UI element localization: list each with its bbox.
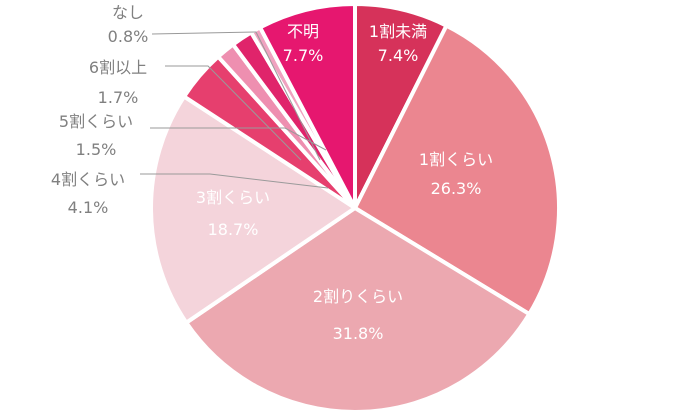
leader-line-8 <box>151 31 321 161</box>
pie-slice-2 <box>352 22 561 317</box>
slice-label-1: 1割未満 <box>369 22 427 41</box>
slice-label-7: 6割以上 <box>89 58 147 77</box>
slice-label-8: なし <box>112 3 144 22</box>
pie-slice-3 <box>183 205 533 414</box>
slice-label-9: 不明 <box>287 22 319 41</box>
leader-line-7 <box>165 65 302 161</box>
slice-label-2: 1割くらい <box>419 150 493 169</box>
leader-line-5 <box>140 173 329 189</box>
leader-line-6 <box>150 127 327 151</box>
slice-value-label-7: 1.7% <box>98 88 139 107</box>
slice-value-label-3: 31.8% <box>333 324 384 343</box>
slice-label-4: 3割くらい <box>196 188 270 207</box>
slice-value-label-9: 7.7% <box>283 46 324 65</box>
slice-value-label-1: 7.4% <box>378 46 419 65</box>
slice-value-label-8: 0.8% <box>108 27 149 46</box>
slice-value-label-2: 26.3% <box>431 179 482 198</box>
slice-value-label-4: 18.7% <box>208 220 259 239</box>
slice-label-3: 2割りくらい <box>313 287 403 306</box>
pie-slice-4 <box>149 93 359 326</box>
slice-label-5: 4割くらい <box>51 170 125 189</box>
slice-value-label-6: 1.5% <box>76 140 117 159</box>
pie-slice-9 <box>257 1 357 209</box>
slice-label-6: 5割くらい <box>59 112 133 131</box>
slice-value-label-5: 4.1% <box>68 198 109 217</box>
